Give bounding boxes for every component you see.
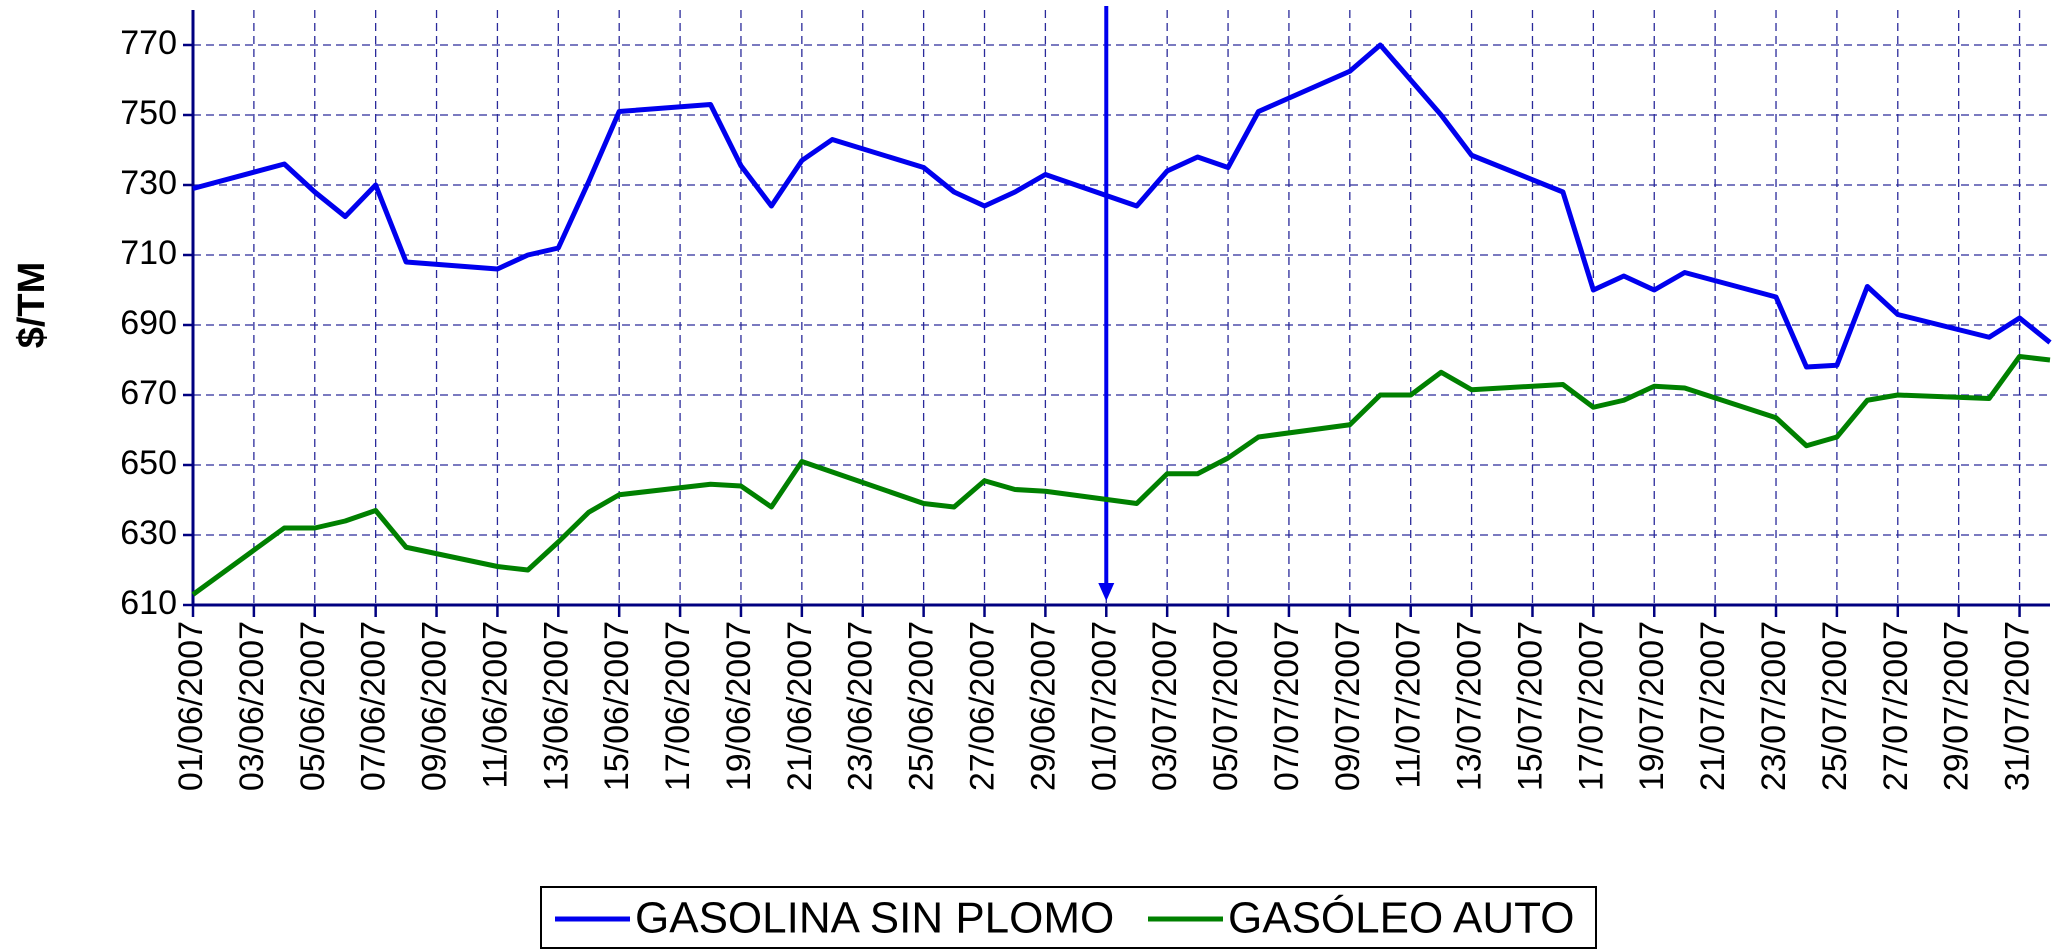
series-line [191, 354, 2051, 597]
legend-label: GASOLINA SIN PLOMO [635, 894, 1114, 943]
x-tick-label: 23/06/2007 [842, 621, 880, 791]
x-tick-label: 03/06/2007 [233, 621, 271, 791]
x-tick-label: 07/06/2007 [355, 621, 393, 791]
x-tick-label: 11/06/2007 [476, 621, 514, 789]
x-tick-label: 03/07/2007 [1146, 621, 1184, 791]
x-tick-label: 07/07/2007 [1268, 621, 1306, 791]
x-tick-label: 05/07/2007 [1207, 621, 1245, 791]
legend-label: GASÓLEO AUTO [1228, 894, 1574, 943]
x-tick-label: 05/06/2007 [294, 621, 332, 791]
x-tick-label: 19/07/2007 [1633, 621, 1671, 791]
y-tick-label: 650 [120, 444, 177, 482]
x-tick-label: 01/06/2007 [172, 621, 210, 791]
x-tick-label: 27/06/2007 [963, 621, 1001, 791]
x-tick-label: 01/07/2007 [1085, 621, 1123, 791]
x-tick-label: 21/06/2007 [781, 621, 819, 791]
x-tick-label: 17/07/2007 [1572, 621, 1610, 791]
y-tick-label: 610 [120, 584, 177, 622]
x-tick-label: 19/06/2007 [720, 621, 758, 791]
y-tick-label: 770 [120, 24, 177, 62]
x-tick-label: 25/06/2007 [903, 621, 941, 791]
marker-arrowhead [1098, 583, 1115, 601]
x-tick-label: 13/06/2007 [537, 621, 575, 791]
x-tick-label: 15/06/2007 [598, 621, 636, 791]
y-tick-label: 730 [120, 164, 177, 202]
x-tick-label: 29/06/2007 [1024, 621, 1062, 791]
y-tick-label: 670 [120, 374, 177, 412]
y-tick-label: 690 [120, 304, 177, 342]
x-tick-label: 09/06/2007 [416, 621, 454, 791]
x-tick-label: 13/07/2007 [1451, 621, 1489, 791]
y-tick-label: 710 [120, 234, 177, 272]
x-tick-label: 27/07/2007 [1877, 621, 1915, 791]
x-tick-label: 09/07/2007 [1329, 621, 1367, 791]
y-tick-label: 750 [120, 94, 177, 132]
y-tick-label: 630 [120, 514, 177, 552]
x-tick-label: 15/07/2007 [1511, 621, 1549, 791]
legend-box [540, 886, 1597, 949]
x-tick-label: 21/07/2007 [1694, 621, 1732, 791]
x-tick-label: 17/06/2007 [659, 621, 697, 791]
y-axis-label: $/TM [11, 262, 53, 349]
x-tick-label: 23/07/2007 [1755, 621, 1793, 791]
x-tick-label: 11/07/2007 [1390, 621, 1428, 789]
x-tick-label: 31/07/2007 [1999, 621, 2037, 791]
x-tick-label: 29/07/2007 [1938, 621, 1976, 791]
series-line [192, 42, 2052, 370]
x-tick-label: 25/07/2007 [1816, 621, 1854, 791]
